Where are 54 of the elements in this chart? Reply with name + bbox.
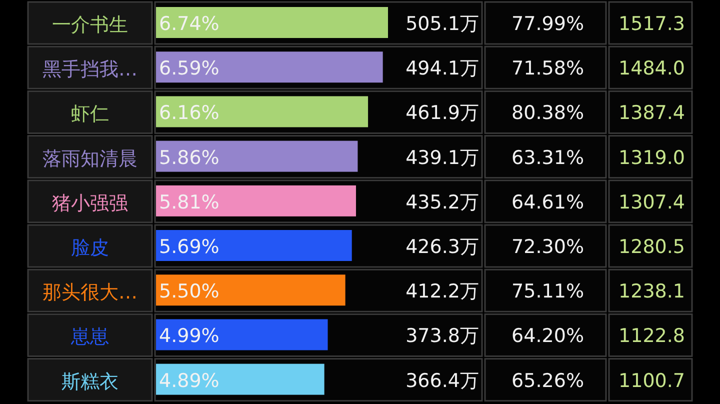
data-label: 6.59% [159,58,220,80]
bar [156,319,328,350]
data-label: 5.50% [159,280,220,303]
y-tick-label: 脸皮 [71,237,109,259]
data-label: 6.16% [159,102,220,124]
text: 1387.4 [618,102,685,124]
text: 1280.5 [618,236,685,258]
y-tick-label: 黑手挡我… [42,58,138,81]
data-label: 4.99% [159,325,220,348]
text: 1517.3 [618,13,685,35]
text: 1484.0 [618,58,685,80]
text: 1122.8 [618,325,685,348]
data-label: 5.81% [159,191,220,214]
y-tick-label: 猪小强强 [52,192,128,214]
y-tick-label: 一介书生 [52,14,128,36]
text: 439.1万 [406,146,479,169]
text: 65.26% [512,370,584,392]
data-label: 4.89% [159,370,220,392]
text: 80.38% [512,102,584,124]
text: 1319.0 [618,146,685,169]
bar [156,274,346,306]
bar [156,52,383,83]
text: 373.8万 [406,325,479,348]
text: 77.99% [512,13,584,35]
data-label: 5.69% [159,236,220,258]
y-tick-label: 那头很大… [42,282,138,304]
bar [156,185,356,216]
y-tick-label: 虾仁 [71,103,109,126]
bar [156,96,368,128]
bar [156,364,324,395]
text: 72.30% [512,236,584,258]
y-tick-label: 崽崽 [70,326,109,348]
text: 75.11% [512,280,584,303]
text: 366.4万 [406,370,479,392]
text: 71.58% [512,58,584,80]
text: 64.61% [512,191,584,214]
text: 505.1万 [406,13,479,35]
bar [156,230,352,261]
text: 435.2万 [406,191,479,214]
bar [156,140,358,172]
text: 494.1万 [406,58,479,80]
text: 63.31% [512,146,584,169]
y-tick-label: 斯糕衣 [62,370,118,393]
text: 461.9万 [406,102,479,124]
data-label: 5.86% [159,146,220,169]
text: 412.2万 [406,280,479,303]
text: 426.3万 [406,236,479,258]
text: 1238.1 [618,280,685,303]
text: 1100.7 [618,370,685,392]
data-label: 6.74% [159,13,220,35]
text: 1307.4 [618,191,685,214]
bar [156,7,388,38]
y-tick-label: 落雨知清晨 [42,148,138,170]
text: 64.20% [512,325,584,348]
